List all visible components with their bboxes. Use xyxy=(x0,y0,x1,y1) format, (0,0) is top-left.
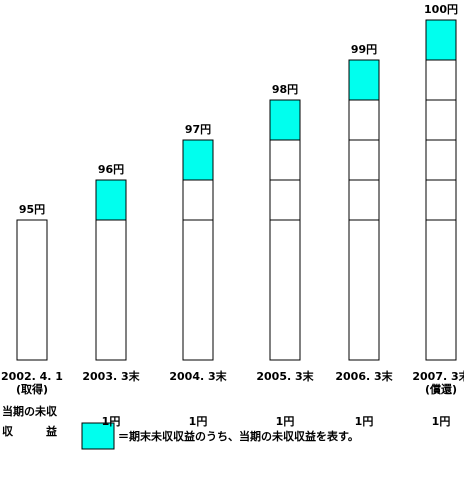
x-tick-label: 2005. 3末 xyxy=(256,369,314,383)
x-tick-label: 2003. 3末 xyxy=(82,369,140,383)
value-label: 97円 xyxy=(185,123,211,136)
bar-base xyxy=(348,219,380,361)
bar-prior-accrual xyxy=(348,179,380,221)
row-value: 1円 xyxy=(355,415,374,428)
row-value: 1円 xyxy=(276,415,295,428)
bar-prior-accrual xyxy=(182,179,214,221)
bar-prior-accrual xyxy=(425,179,457,221)
row-value: 1円 xyxy=(189,415,208,428)
bar-current-accrual xyxy=(95,179,127,221)
value-label: 95円 xyxy=(19,203,45,216)
bar-base xyxy=(95,219,127,361)
bar-prior-accrual xyxy=(348,139,380,181)
row-label: 収 益 xyxy=(2,424,57,438)
bar-prior-accrual xyxy=(425,139,457,181)
x-tick-label: (取得) xyxy=(16,382,48,396)
bar-base xyxy=(16,219,48,361)
bar-prior-accrual xyxy=(348,99,380,141)
value-label: 98円 xyxy=(272,83,298,96)
bar-base xyxy=(182,219,214,361)
value-label: 96円 xyxy=(98,163,124,176)
x-tick-label: (償還) xyxy=(425,382,457,396)
bar-current-accrual xyxy=(269,99,301,141)
legend-text: ＝期末未収収益のうち、当期の未収収益を表す。 xyxy=(118,429,359,443)
bar-base xyxy=(269,219,301,361)
row-value: 1円 xyxy=(432,415,451,428)
bar-current-accrual xyxy=(425,19,457,61)
bar-current-accrual xyxy=(182,139,214,181)
value-label: 99円 xyxy=(351,43,377,56)
legend-swatch xyxy=(81,422,115,450)
x-tick-label: 2004. 3末 xyxy=(169,369,227,383)
row-label: 当期の未収 xyxy=(2,404,58,418)
bar-current-accrual xyxy=(348,59,380,101)
bar-base xyxy=(425,219,457,361)
bar-prior-accrual xyxy=(269,139,301,181)
value-label: 100円 xyxy=(424,3,458,16)
x-tick-label: 2007. 3末 xyxy=(412,369,464,383)
x-tick-label: 2006. 3末 xyxy=(335,369,393,383)
x-tick-label: 2002. 4. 1 xyxy=(1,370,63,383)
bar-prior-accrual xyxy=(269,179,301,221)
row-value: 1円 xyxy=(102,415,121,428)
bar-prior-accrual xyxy=(425,99,457,141)
bar-prior-accrual xyxy=(425,59,457,101)
